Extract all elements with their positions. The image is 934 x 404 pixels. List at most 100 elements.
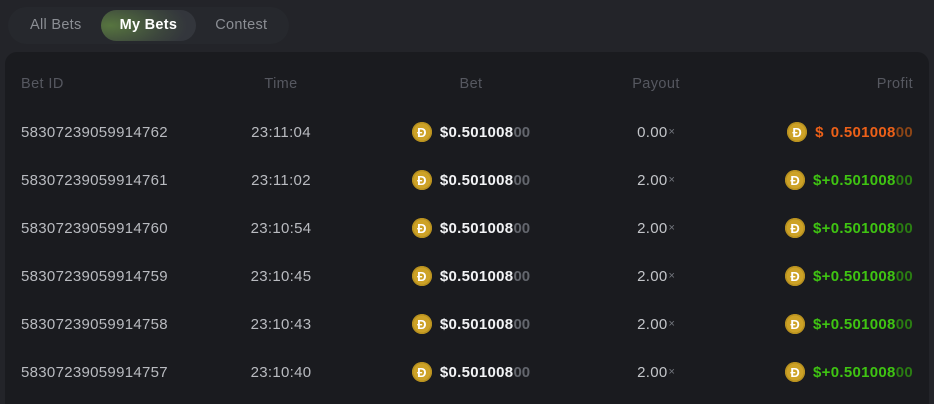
bet-amount-trailing-zeros: 00 (513, 267, 531, 285)
doge-coin-icon: Đ (787, 122, 808, 142)
doge-coin-icon: Đ (785, 266, 806, 286)
time-cell: 23:10:45 (250, 267, 312, 285)
doge-coin-icon: Đ (785, 314, 806, 334)
tab-contest[interactable]: Contest (215, 17, 268, 33)
bet-id-cell: 58307239059914757 (21, 363, 168, 381)
payout-multiplier: 2.00 (637, 267, 668, 285)
multiply-icon: × (668, 126, 675, 138)
table-body: 58307239059914762 23:11:04 Đ $0.501008 00… (21, 108, 913, 396)
profit-cell: Đ $+ 0.501008 00 (721, 314, 913, 334)
bet-id-cell: 58307239059914758 (21, 315, 168, 333)
profit-cell: Đ $+ 0.501008 00 (721, 218, 913, 238)
payout-multiplier: 2.00 (637, 171, 668, 189)
bet-amount-trailing-zeros: 00 (513, 219, 531, 237)
bet-amount-cell: Đ $0.501008 00 (351, 266, 591, 286)
doge-coin-icon: Đ (785, 362, 806, 382)
bet-id-cell: 58307239059914759 (21, 267, 168, 285)
bet-amount-cell: Đ $0.501008 00 (351, 362, 591, 382)
bet-amount: $0.501008 (439, 267, 514, 285)
multiply-icon: × (668, 174, 675, 186)
multiply-icon: × (668, 222, 675, 234)
bet-amount: $0.501008 (439, 315, 514, 333)
profit-trailing-zeros: 00 (895, 315, 913, 333)
bets-tab-bar: All Bets My Bets Contest (8, 7, 934, 44)
profit-amount: 0.501008 (830, 219, 896, 237)
profit-sign: $+ (813, 267, 831, 285)
payout-cell: 2.00 × (591, 268, 721, 285)
profit-sign: $+ (813, 219, 831, 237)
payout-cell: 2.00 × (591, 364, 721, 381)
payout-multiplier: 2.00 (637, 363, 668, 381)
column-header-time: Time (264, 76, 298, 92)
multiply-icon: × (668, 270, 675, 282)
bet-amount-trailing-zeros: 00 (513, 315, 531, 333)
column-header-payout: Payout (632, 76, 680, 92)
payout-cell: 2.00 × (591, 220, 721, 237)
bet-amount-cell: Đ $0.501008 00 (351, 170, 591, 190)
doge-coin-icon: Đ (411, 170, 432, 190)
profit-amount: 0.501008 (830, 363, 896, 381)
time-cell: 23:11:04 (251, 123, 311, 141)
column-header-bet: Bet (459, 76, 483, 92)
doge-coin-icon: Đ (411, 122, 432, 142)
bet-amount: $0.501008 (439, 123, 514, 141)
doge-coin-icon: Đ (411, 218, 432, 238)
multiply-icon: × (668, 318, 675, 330)
bet-amount: $0.501008 (439, 363, 514, 381)
doge-coin-icon: Đ (785, 218, 806, 238)
bet-id-cell: 58307239059914761 (21, 171, 168, 189)
tab-all-bets[interactable]: All Bets (30, 17, 82, 33)
payout-cell: 2.00 × (591, 316, 721, 333)
bet-amount: $0.501008 (439, 219, 514, 237)
payout-cell: 2.00 × (591, 172, 721, 189)
bet-id-cell: 58307239059914760 (21, 219, 168, 237)
bet-amount-cell: Đ $0.501008 00 (351, 314, 591, 334)
bet-table-row[interactable]: 58307239059914761 23:11:02 Đ $0.501008 00… (21, 156, 913, 204)
bet-amount: $0.501008 (439, 171, 514, 189)
profit-trailing-zeros: 00 (895, 171, 913, 189)
doge-coin-icon: Đ (411, 362, 432, 382)
profit-trailing-zeros: 00 (895, 267, 913, 285)
profit-cell: Đ $+ 0.501008 00 (721, 362, 913, 382)
bet-amount-cell: Đ $0.501008 00 (351, 122, 591, 142)
profit-sign: $+ (813, 315, 831, 333)
profit-cell: Đ $+ 0.501008 00 (721, 170, 913, 190)
bet-table-row[interactable]: 58307239059914760 23:10:54 Đ $0.501008 00… (21, 204, 913, 252)
bet-amount-trailing-zeros: 00 (513, 363, 531, 381)
tab-my-bets[interactable]: My Bets (101, 10, 197, 41)
profit-trailing-zeros: 00 (895, 363, 913, 381)
profit-amount: 0.501008 (830, 123, 896, 141)
bet-table-row[interactable]: 58307239059914757 23:10:40 Đ $0.501008 00… (21, 348, 913, 396)
payout-multiplier: 0.00 (637, 123, 668, 141)
payout-cell: 0.00 × (591, 124, 721, 141)
bet-id-cell: 58307239059914762 (21, 123, 168, 141)
bet-table-row[interactable]: 58307239059914758 23:10:43 Đ $0.501008 00… (21, 300, 913, 348)
time-cell: 23:10:43 (250, 315, 312, 333)
doge-coin-icon: Đ (411, 266, 432, 286)
bet-table-row[interactable]: 58307239059914762 23:11:04 Đ $0.501008 00… (21, 108, 913, 156)
payout-multiplier: 2.00 (637, 219, 668, 237)
bet-amount-trailing-zeros: 00 (513, 123, 531, 141)
column-header-profit: Profit (876, 76, 913, 92)
doge-coin-icon: Đ (785, 170, 806, 190)
profit-cell: Đ $0.501008 00 (721, 122, 913, 142)
table-header-row: Bet ID Time Bet Payout Profit (21, 60, 913, 108)
multiply-icon: × (668, 366, 675, 378)
profit-amount: 0.501008 (830, 267, 896, 285)
profit-amount: 0.501008 (830, 171, 896, 189)
bets-table-panel: Bet ID Time Bet Payout Profit 5830723905… (5, 52, 929, 404)
profit-trailing-zeros: 00 (895, 123, 913, 141)
bet-table-row[interactable]: 58307239059914759 23:10:45 Đ $0.501008 00… (21, 252, 913, 300)
time-cell: 23:10:54 (250, 219, 312, 237)
profit-sign: $ (815, 123, 824, 141)
time-cell: 23:11:02 (251, 171, 311, 189)
column-header-bet-id: Bet ID (21, 76, 64, 92)
bet-amount-cell: Đ $0.501008 00 (351, 218, 591, 238)
time-cell: 23:10:40 (250, 363, 312, 381)
bet-amount-trailing-zeros: 00 (513, 171, 531, 189)
bets-tab-group: All Bets My Bets Contest (8, 7, 290, 44)
profit-cell: Đ $+ 0.501008 00 (721, 266, 913, 286)
doge-coin-icon: Đ (411, 314, 432, 334)
profit-trailing-zeros: 00 (895, 219, 913, 237)
payout-multiplier: 2.00 (637, 315, 668, 333)
